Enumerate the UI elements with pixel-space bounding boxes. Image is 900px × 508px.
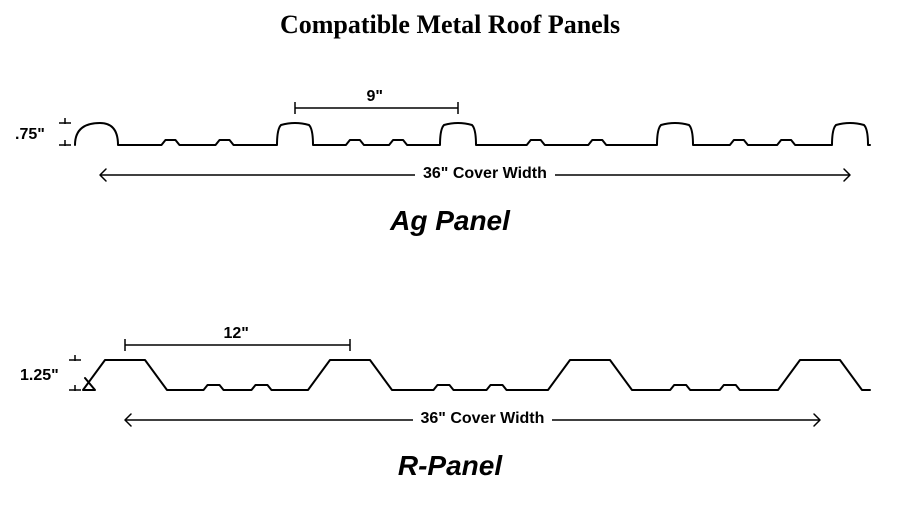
r-cover-width-label: 36" Cover Width — [413, 410, 553, 428]
r-panel-diagram — [0, 0, 900, 508]
r-height-label: 1.25" — [20, 367, 59, 385]
r-rib-spacing-label: 12" — [224, 325, 249, 343]
r-panel-name: R-Panel — [0, 450, 900, 482]
